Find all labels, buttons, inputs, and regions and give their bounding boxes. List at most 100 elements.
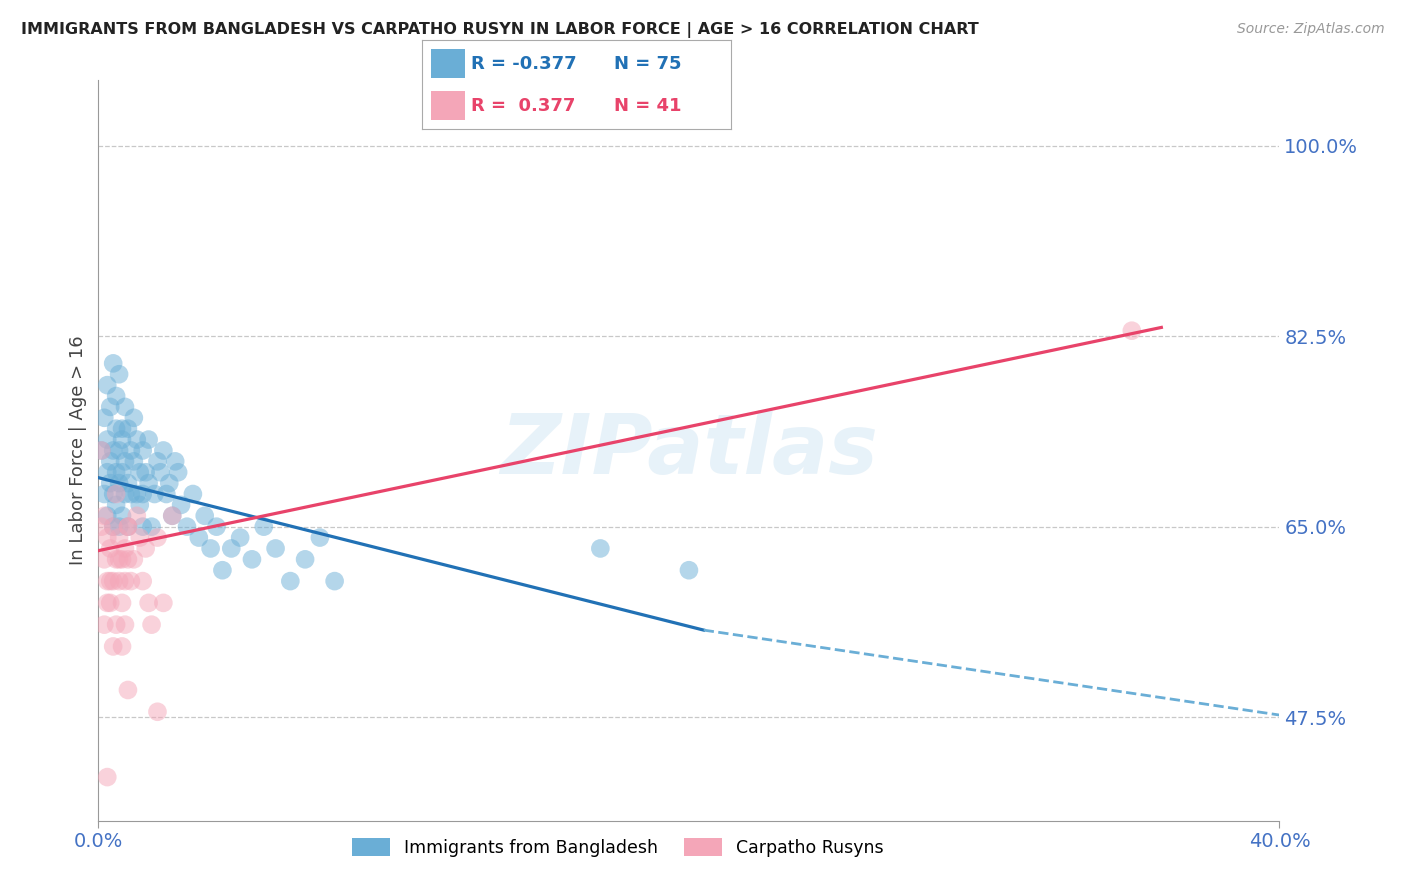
Point (93, 410, 115, 425)
Point (120, 443, 142, 458)
Point (114, 400, 136, 414)
Point (138, 476, 160, 491)
Point (114, 541, 136, 556)
Point (240, 552, 263, 566)
Point (114, 617, 136, 632)
Point (103, 356, 125, 370)
Point (98, 454, 121, 468)
Point (103, 519, 125, 533)
Point (96, 465, 118, 479)
Text: ZIPatlas: ZIPatlas (501, 410, 877, 491)
Point (146, 454, 169, 468)
Point (111, 465, 134, 479)
Point (141, 617, 163, 632)
Point (132, 443, 155, 458)
Text: Source: ZipAtlas.com: Source: ZipAtlas.com (1237, 22, 1385, 37)
Point (125, 487, 148, 501)
Point (117, 476, 139, 491)
Point (111, 422, 134, 436)
Point (93, 552, 115, 566)
Point (221, 541, 243, 556)
Point (138, 433, 160, 447)
Point (162, 508, 183, 523)
Text: N = 75: N = 75 (613, 54, 681, 73)
Point (125, 433, 148, 447)
Point (117, 519, 139, 533)
Point (152, 596, 174, 610)
Point (93, 617, 115, 632)
Point (111, 552, 134, 566)
Point (229, 531, 252, 545)
Point (167, 465, 190, 479)
Point (122, 552, 145, 566)
Point (96, 508, 118, 523)
Point (135, 465, 157, 479)
Point (146, 531, 169, 545)
Point (135, 541, 157, 556)
Point (117, 422, 139, 436)
Point (128, 531, 150, 545)
Point (211, 563, 233, 577)
Point (117, 519, 139, 533)
Point (323, 574, 346, 588)
Point (105, 422, 128, 436)
Legend: Immigrants from Bangladesh, Carpatho Rusyns: Immigrants from Bangladesh, Carpatho Rus… (346, 830, 891, 863)
Bar (432, 91, 465, 120)
Point (98, 596, 121, 610)
Point (280, 574, 302, 588)
Point (141, 519, 163, 533)
Point (98, 541, 121, 556)
Point (157, 476, 180, 491)
Point (125, 508, 148, 523)
Point (103, 487, 125, 501)
Point (128, 465, 150, 479)
Point (96, 433, 118, 447)
Point (98, 574, 121, 588)
Point (149, 465, 172, 479)
Point (96, 531, 118, 545)
Point (194, 508, 217, 523)
Point (176, 519, 198, 533)
Point (117, 552, 139, 566)
Point (98, 400, 121, 414)
Point (294, 552, 316, 566)
Point (108, 476, 131, 491)
Point (108, 531, 131, 545)
Text: N = 41: N = 41 (613, 96, 681, 115)
Point (96, 574, 118, 588)
Point (105, 498, 128, 512)
Point (309, 531, 332, 545)
Point (114, 487, 136, 501)
Point (111, 508, 134, 523)
Point (170, 498, 193, 512)
Point (111, 640, 134, 654)
Point (90, 519, 112, 533)
Point (128, 498, 150, 512)
Point (108, 519, 131, 533)
Point (103, 574, 125, 588)
Text: IMMIGRANTS FROM BANGLADESH VS CARPATHO RUSYN IN LABOR FORCE | AGE > 16 CORRELATI: IMMIGRANTS FROM BANGLADESH VS CARPATHO R… (21, 22, 979, 38)
Point (122, 454, 145, 468)
Point (98, 476, 121, 491)
Point (205, 519, 228, 533)
Point (96, 378, 118, 392)
Point (93, 487, 115, 501)
Point (93, 508, 115, 523)
Point (111, 433, 134, 447)
Point (108, 368, 131, 382)
Point (678, 563, 700, 577)
Point (108, 443, 131, 458)
Y-axis label: In Labor Force | Age > 16: In Labor Force | Age > 16 (69, 335, 87, 566)
Point (105, 389, 128, 403)
Point (120, 487, 142, 501)
Point (146, 705, 169, 719)
Point (105, 617, 128, 632)
Point (165, 454, 187, 468)
Point (132, 487, 155, 501)
Point (132, 574, 155, 588)
Point (589, 541, 612, 556)
Text: R = -0.377: R = -0.377 (471, 54, 576, 73)
Point (138, 596, 160, 610)
Point (117, 683, 139, 698)
Point (111, 596, 134, 610)
